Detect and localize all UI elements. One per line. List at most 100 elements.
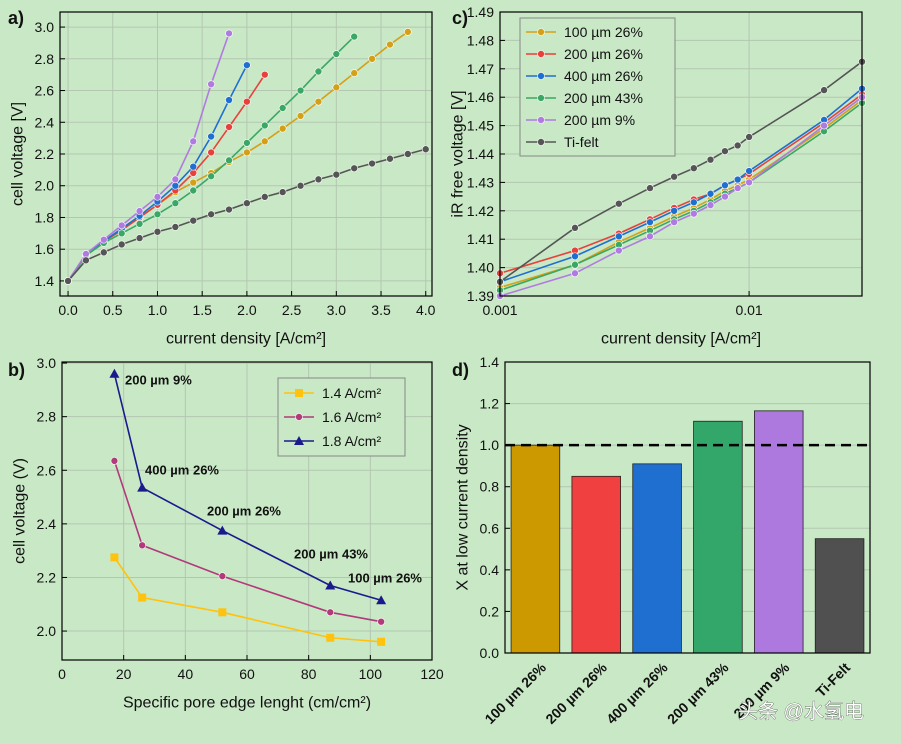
x-tick-label: 100 — [359, 666, 383, 682]
marker — [571, 252, 579, 261]
marker — [153, 227, 162, 236]
marker — [260, 70, 269, 79]
marker — [733, 141, 742, 150]
marker — [404, 150, 412, 158]
series-line — [499, 93, 863, 275]
marker — [225, 29, 233, 38]
marker — [260, 193, 269, 201]
y-axis-label: cell voltage (V) — [12, 458, 29, 564]
marker — [260, 121, 269, 130]
marker — [171, 199, 180, 207]
series-line — [499, 99, 863, 289]
marker — [646, 218, 654, 226]
legend-marker — [537, 116, 545, 124]
marker — [260, 137, 269, 146]
marker — [745, 133, 753, 141]
x-tick-label: 0.001 — [482, 302, 517, 318]
y-tick-label: 0.0 — [480, 645, 500, 661]
marker — [189, 162, 198, 171]
legend-label: 1.6 A/cm² — [322, 409, 381, 425]
x-tick-label: 3.0 — [327, 302, 347, 318]
legend-label: 1.8 A/cm² — [322, 433, 381, 449]
y-tick-label: 1.45 — [467, 118, 494, 134]
x-tick-label: 2.0 — [237, 302, 257, 318]
axes-frame — [61, 361, 433, 661]
legend-label: 200 µm 43% — [564, 90, 643, 106]
y-tick-label: 1.49 — [467, 4, 494, 20]
watermark: 头条 @水氢电 — [738, 700, 864, 723]
marker — [377, 637, 386, 646]
marker — [100, 248, 108, 257]
marker — [733, 175, 742, 184]
y-tick-label: 1.47 — [467, 61, 494, 77]
y-tick-label: 3.0 — [37, 355, 57, 371]
marker — [218, 572, 227, 580]
y-tick-label: 0.2 — [480, 603, 500, 619]
marker — [646, 232, 654, 241]
y-tick-label: 1.39 — [467, 288, 494, 304]
marker — [332, 50, 341, 58]
marker — [153, 193, 162, 201]
marker — [153, 210, 162, 219]
marker — [100, 235, 108, 244]
x-tick-label: 60 — [239, 666, 255, 682]
marker — [138, 593, 147, 602]
marker — [189, 169, 198, 177]
marker — [368, 159, 376, 168]
x-tick-label: 4.0 — [416, 302, 436, 318]
marker — [314, 175, 323, 184]
y-tick-label: 2.2 — [37, 569, 57, 585]
bar — [814, 538, 865, 654]
marker — [326, 608, 335, 617]
x-tick-label: 20 — [116, 666, 132, 682]
marker — [615, 199, 623, 208]
annotation: 100 µm 26% — [348, 571, 422, 586]
marker — [368, 55, 376, 63]
y-tick-label: 3.0 — [35, 19, 55, 35]
axes-frame — [499, 11, 863, 297]
marker — [117, 221, 126, 230]
x-tick-label: 1.5 — [192, 302, 212, 318]
marker — [243, 148, 251, 157]
marker — [243, 199, 251, 207]
marker — [171, 181, 180, 190]
marker — [110, 553, 119, 562]
legend-label: 400 µm 26% — [564, 68, 643, 84]
y-tick-label: 1.8 — [35, 209, 55, 225]
y-tick-label: 2.6 — [37, 462, 57, 478]
marker — [376, 595, 387, 605]
x-tick-label: 3.5 — [371, 302, 391, 318]
y-tick-label: 2.8 — [35, 51, 55, 67]
marker — [225, 205, 233, 214]
y-tick-label: 2.6 — [35, 83, 55, 99]
legend-marker — [295, 413, 303, 421]
y-tick-label: 2.8 — [37, 409, 57, 425]
marker — [278, 124, 287, 133]
x-tick-label: 80 — [301, 666, 317, 682]
marker — [218, 608, 227, 617]
legend-marker — [294, 436, 304, 445]
bar — [510, 444, 561, 654]
bar — [571, 475, 621, 654]
marker — [615, 232, 623, 241]
marker — [171, 175, 180, 184]
axes-frame — [59, 11, 433, 297]
legend-marker — [537, 94, 545, 102]
marker — [615, 246, 623, 255]
marker — [138, 541, 146, 550]
y-tick-label: 1.43 — [467, 174, 494, 190]
y-tick-label: 0.4 — [480, 562, 500, 578]
marker — [670, 218, 678, 226]
annotation: 200 µm 26% — [207, 504, 281, 519]
marker — [721, 192, 729, 201]
y-tick-label: 1.6 — [35, 241, 55, 257]
marker — [82, 250, 90, 258]
x-axis-label: Specific pore edge lenght (cm/cm²) — [123, 695, 371, 712]
marker — [571, 260, 579, 269]
legend-box — [519, 17, 676, 157]
marker — [189, 186, 198, 195]
marker — [670, 207, 678, 215]
plot-area — [505, 362, 870, 653]
y-axis-label: iR free voltage [V] — [450, 90, 467, 217]
